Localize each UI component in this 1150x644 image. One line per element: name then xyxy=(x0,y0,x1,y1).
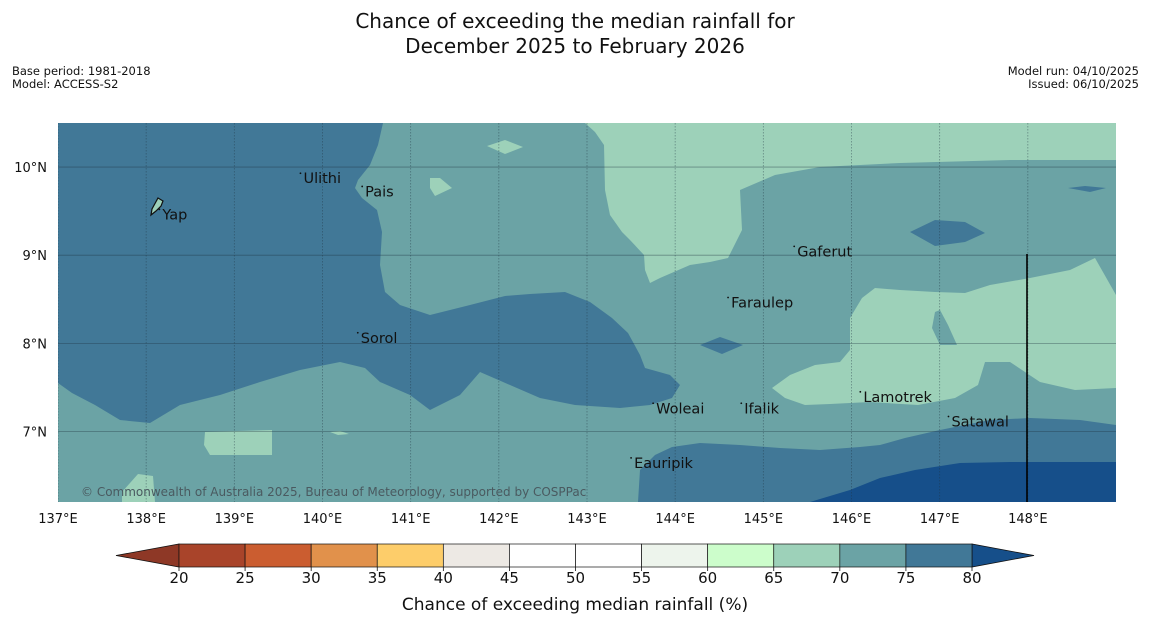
colorbar-swatch xyxy=(575,543,642,568)
region-65-70-blob-c xyxy=(204,430,272,455)
place-marker xyxy=(727,296,729,299)
place-marker xyxy=(947,415,950,418)
colorbar-tick-label: 70 xyxy=(830,569,849,587)
place-label: Pais xyxy=(365,184,394,200)
lon-tick-label: 144°E xyxy=(655,512,695,527)
colorbar-over-arrow xyxy=(971,543,1035,568)
lat-tick-label: 10°N xyxy=(14,161,47,176)
colorbar-swatch xyxy=(641,543,709,568)
place-marker xyxy=(859,390,862,393)
place-marker xyxy=(652,402,655,405)
lon-tick-label: 138°E xyxy=(126,512,166,527)
place-label: Satawal xyxy=(951,415,1008,431)
colorbar-swatch xyxy=(244,543,312,568)
colorbar-tick-label: 30 xyxy=(302,569,321,587)
map-title-line1: Chance of exceeding the median rainfall … xyxy=(355,9,795,33)
place-label: Sorol xyxy=(361,331,398,347)
place-marker xyxy=(793,245,796,248)
lon-tick-label: 147°E xyxy=(920,512,960,527)
place-label: Yap xyxy=(161,207,187,223)
lat-tick-label: 8°N xyxy=(23,337,48,352)
colorbar-title: Chance of exceeding median rainfall (%) xyxy=(402,595,748,615)
region-80-plus xyxy=(810,462,1116,502)
colorbar-tick-label: 20 xyxy=(169,569,188,587)
region-65-70-ne xyxy=(585,123,1116,283)
place-marker xyxy=(630,457,632,459)
colorbar-swatch xyxy=(442,543,510,568)
region-65-70-blob-a xyxy=(487,140,523,154)
colorbar-swatch xyxy=(839,543,907,568)
region-75-80-blob-b xyxy=(700,337,743,354)
region-70-75-notch xyxy=(932,310,957,345)
axis-ticks: 137°E 138°E 139°E 140°E 141°E 142°E 143°E 144°E… xyxy=(14,161,1047,527)
region-65-70-blob-e xyxy=(330,431,349,435)
place-marker xyxy=(299,172,302,175)
map-credit: © Commonwealth of Australia 2025, Bureau… xyxy=(81,485,586,499)
colorbar-tick-label: 80 xyxy=(962,569,981,587)
lon-tick-label: 148°E xyxy=(1008,512,1048,527)
lon-tick-label: 142°E xyxy=(479,512,519,527)
lon-tick-label: 146°E xyxy=(832,512,872,527)
region-75-80-west xyxy=(58,123,680,423)
place-label: Ulithi xyxy=(303,171,341,187)
region-65-70-blob-d xyxy=(122,474,155,502)
colorbar-tick-label: 50 xyxy=(566,569,585,587)
yap-island xyxy=(150,197,164,217)
colorbar-swatch xyxy=(773,543,841,568)
colorbar-tick-label: 55 xyxy=(632,569,651,587)
place-label: Faraulep xyxy=(731,296,793,312)
colorbar-swatch xyxy=(310,543,378,568)
colorbar-tick-label: 75 xyxy=(896,569,915,587)
graticule xyxy=(58,123,1116,502)
meta-right: Model run: 04/10/2025 Issued: 06/10/2025 xyxy=(1008,65,1139,91)
region-75-80-blob-a xyxy=(910,220,985,246)
lon-tick-label: 140°E xyxy=(303,512,343,527)
colorbar: 20 25 30 35 40 45 50 55 60 65 70 75 80 xyxy=(115,543,1035,587)
place-marker xyxy=(158,208,161,211)
place-label: Lamotrek xyxy=(863,390,932,406)
map-title-line2: December 2025 to February 2026 xyxy=(405,34,745,58)
lon-tick-label: 145°E xyxy=(744,512,784,527)
meta-left: Base period: 1981-2018 Model: ACCESS-S2 xyxy=(12,65,151,91)
place-label: Woleai xyxy=(656,401,704,417)
colorbar-tick-label: 35 xyxy=(368,569,387,587)
lat-tick-label: 7°N xyxy=(23,425,48,440)
colorbar-swatch xyxy=(707,543,775,568)
place-label: Ifalik xyxy=(744,401,779,417)
colorbar-under-arrow xyxy=(115,543,180,568)
region-75-80-blob-c xyxy=(1068,186,1106,192)
place-label: Eauripik xyxy=(634,456,693,472)
lon-tick-label: 137°E xyxy=(38,512,78,527)
colorbar-swatch xyxy=(178,543,246,568)
place-marker xyxy=(356,331,359,334)
colorbar-swatch xyxy=(376,543,444,568)
base-period-text: Base period: 1981-2018 xyxy=(12,64,151,78)
place-labels: Ulithi Pais Yap Gaferut Faraulep Sorol Lamotre… xyxy=(158,171,1009,472)
lat-tick-label: 9°N xyxy=(23,249,48,264)
map-panel: Ulithi Pais Yap Gaferut Faraulep Sorol Lamotre… xyxy=(58,123,1116,502)
colorbar-tick-label: 65 xyxy=(764,569,783,587)
colorbar-tick-label: 40 xyxy=(434,569,453,587)
place-label: Gaferut xyxy=(797,244,852,260)
colorbar-tick-label: 60 xyxy=(698,569,717,587)
lon-tick-label: 141°E xyxy=(391,512,431,527)
lon-tick-label: 143°E xyxy=(567,512,607,527)
region-65-70-blob-b xyxy=(430,178,452,196)
colorbar-tick-label: 25 xyxy=(236,569,255,587)
model-run-text: Model run: 04/10/2025 xyxy=(1007,64,1139,78)
issued-text: Issued: 06/10/2025 xyxy=(1028,77,1139,91)
colorbar-tick-label: 45 xyxy=(500,569,519,587)
colorbar-swatch xyxy=(905,543,973,568)
place-marker xyxy=(740,402,743,405)
model-text: Model: ACCESS-S2 xyxy=(12,77,119,91)
place-marker xyxy=(361,185,364,188)
colorbar-swatch xyxy=(509,543,576,568)
lon-tick-label: 139°E xyxy=(215,512,255,527)
